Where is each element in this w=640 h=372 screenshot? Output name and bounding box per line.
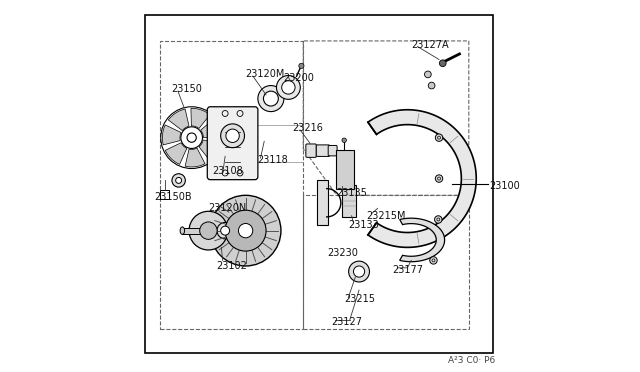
Text: 23108: 23108	[212, 166, 243, 176]
Circle shape	[424, 71, 431, 78]
Circle shape	[440, 60, 446, 67]
Polygon shape	[165, 143, 187, 164]
Circle shape	[217, 222, 234, 239]
Text: 23150B: 23150B	[154, 192, 192, 202]
Text: 23230: 23230	[328, 248, 358, 258]
Circle shape	[435, 134, 443, 141]
Circle shape	[226, 129, 239, 142]
Polygon shape	[368, 110, 476, 247]
Text: 23177: 23177	[392, 265, 424, 275]
Polygon shape	[163, 125, 181, 145]
Polygon shape	[201, 119, 221, 138]
Bar	[342, 185, 356, 217]
Circle shape	[435, 175, 443, 182]
Polygon shape	[168, 109, 189, 131]
Text: 23118: 23118	[257, 155, 287, 165]
Circle shape	[239, 224, 253, 238]
Text: 23100: 23100	[489, 181, 520, 191]
Circle shape	[187, 133, 196, 142]
Circle shape	[435, 216, 442, 223]
Text: A²3 C0· P6: A²3 C0· P6	[447, 356, 495, 365]
FancyBboxPatch shape	[328, 145, 337, 156]
Circle shape	[299, 63, 304, 68]
Text: 23200: 23200	[283, 73, 314, 83]
Text: 23127A: 23127A	[411, 40, 449, 49]
Circle shape	[282, 81, 295, 94]
Circle shape	[349, 261, 369, 282]
Circle shape	[200, 222, 217, 239]
Circle shape	[342, 138, 346, 142]
Circle shape	[264, 91, 278, 106]
Circle shape	[221, 226, 230, 235]
Bar	[303, 195, 468, 329]
Text: 23102: 23102	[216, 261, 246, 271]
Text: 23127: 23127	[331, 317, 362, 327]
Bar	[160, 190, 170, 199]
Text: 23150: 23150	[172, 84, 202, 94]
Circle shape	[225, 210, 266, 251]
Polygon shape	[199, 140, 220, 161]
Text: 23120N: 23120N	[209, 203, 246, 213]
Text: 23216: 23216	[292, 124, 323, 133]
Circle shape	[175, 177, 182, 183]
Bar	[160, 41, 303, 329]
Circle shape	[172, 174, 186, 187]
Text: 23215M: 23215M	[367, 211, 406, 221]
Circle shape	[429, 257, 437, 264]
FancyBboxPatch shape	[306, 144, 316, 157]
Bar	[336, 150, 354, 189]
Polygon shape	[400, 218, 445, 262]
Bar	[182, 228, 203, 234]
Ellipse shape	[180, 227, 184, 234]
Polygon shape	[185, 148, 205, 167]
Circle shape	[276, 76, 300, 99]
Circle shape	[353, 266, 365, 277]
FancyBboxPatch shape	[207, 107, 258, 180]
Polygon shape	[191, 108, 210, 128]
FancyBboxPatch shape	[316, 145, 330, 156]
Circle shape	[428, 82, 435, 89]
Bar	[317, 180, 328, 225]
Text: 23133: 23133	[348, 220, 379, 230]
Text: 23135: 23135	[337, 189, 367, 198]
Circle shape	[211, 195, 281, 266]
Circle shape	[221, 124, 244, 148]
Text: 23215: 23215	[344, 295, 375, 304]
Circle shape	[189, 211, 228, 250]
Text: 23120M: 23120M	[246, 70, 285, 79]
Circle shape	[258, 86, 284, 112]
